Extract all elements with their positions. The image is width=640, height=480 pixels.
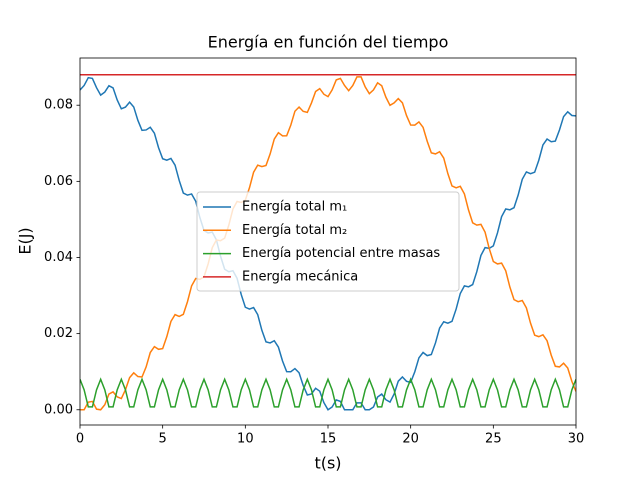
legend-box (196, 191, 460, 292)
data-line (80, 377, 576, 408)
y-axis-label: E(J) (16, 227, 35, 254)
x-tick-label: 25 (485, 432, 502, 447)
x-tick-label: 30 (568, 432, 585, 447)
chart-title: Energía en función del tiempo (208, 33, 449, 52)
legend-label: Energía potencial entre masas (242, 246, 440, 261)
y-tick-label: 0.00 (44, 402, 73, 417)
y-tick-label: 0.04 (44, 250, 73, 265)
x-tick-label: 10 (237, 432, 254, 447)
data-line (80, 76, 576, 411)
x-tick-label: 5 (159, 432, 167, 447)
x-tick-label: 0 (76, 432, 84, 447)
legend-label: Energía total m₂ (242, 223, 347, 238)
x-tick-label: 15 (320, 432, 337, 447)
x-axis-label: t(s) (314, 454, 341, 473)
y-tick-label: 0.02 (44, 326, 73, 341)
data-line (80, 76, 576, 411)
y-tick-label: 0.08 (44, 98, 73, 113)
legend-label: Energía total m₁ (242, 200, 347, 215)
y-tick-label: 0.06 (44, 174, 73, 189)
legend-label: Energía mecánica (242, 269, 358, 284)
x-tick-label: 20 (402, 432, 419, 447)
